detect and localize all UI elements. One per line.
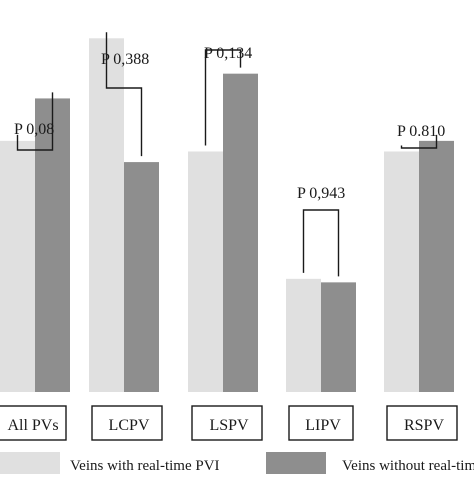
category-label: LIPV (305, 417, 341, 434)
category-label: All PVs (7, 417, 58, 434)
bar-lcpv-with (89, 38, 124, 392)
category-box (386, 405, 458, 441)
bar-lspv-without (223, 73, 258, 393)
legend-swatch-0 (0, 452, 60, 474)
bar-lspv-with (188, 151, 223, 392)
p-value-label: P 0,388 (101, 51, 149, 68)
p-value-label: P 0.810 (397, 123, 445, 140)
category-box (191, 405, 263, 441)
category-label: RSPV (404, 417, 444, 434)
p-value-label: P 0,134 (204, 45, 252, 62)
category-label: LCPV (109, 417, 150, 434)
category-box (0, 405, 67, 441)
bar-rspv-without (419, 140, 454, 392)
bar-lcpv-without (124, 162, 159, 392)
category-box (288, 405, 354, 441)
p-value-label: P 0,08 (14, 121, 54, 138)
significance-bracket-0 (16, 92, 54, 151)
legend-label: Veins without real-time PVI (342, 458, 474, 474)
category-label: LSPV (209, 417, 249, 434)
p-value-label: P 0,943 (297, 185, 345, 202)
bar-rspv-with (384, 151, 419, 392)
legend-swatch-1 (266, 452, 326, 474)
bar-lipv-without (321, 282, 356, 392)
significance-bracket-2 (204, 49, 242, 146)
significance-bracket-4 (400, 134, 438, 149)
significance-bracket-1 (105, 32, 143, 157)
bar-all-pvs-with (0, 140, 35, 392)
significance-bracket-3 (302, 209, 340, 277)
legend-label: Veins with real-time PVI (70, 458, 220, 474)
bar-lipv-with (286, 278, 321, 392)
category-box (91, 405, 163, 441)
